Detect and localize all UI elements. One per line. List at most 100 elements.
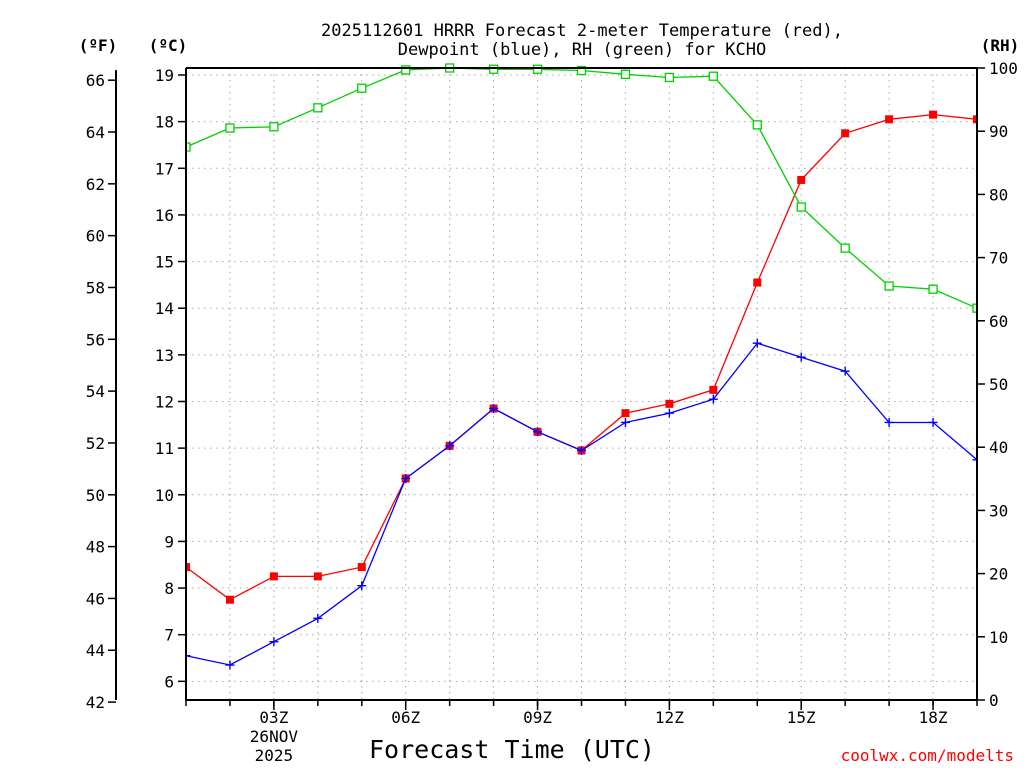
celsius-tick-label: 8 <box>164 579 174 598</box>
temperature-point <box>225 595 234 604</box>
fahrenheit-tick-label: 54 <box>86 382 105 401</box>
rh-point <box>928 284 938 294</box>
celsius-tick-label: 13 <box>155 346 174 365</box>
dewpoint-point <box>269 637 279 647</box>
rh-point <box>532 64 543 74</box>
temperature-point <box>929 110 938 119</box>
celsius-tick-label: 15 <box>155 253 174 272</box>
temperature-point <box>841 129 850 138</box>
x-tick-label: 03Z <box>259 708 288 727</box>
temperature-point <box>185 563 190 572</box>
dewpoint-point <box>796 352 806 362</box>
rh-tick-label: 10 <box>989 628 1008 647</box>
x-tick-label: 09Z <box>523 708 552 727</box>
dewpoint-point <box>489 403 499 413</box>
celsius-tick-label: 14 <box>155 299 174 318</box>
axes: 6 7 8 9 10 11 12 13 14 15 16 17 18 19 42 44 46 48 50 52 54 56… <box>86 59 1018 765</box>
fahrenheit-tick-label: 60 <box>86 227 105 246</box>
rh-point <box>884 281 894 291</box>
dewpoint-point <box>313 613 323 623</box>
fahrenheit-tick-label: 48 <box>86 538 105 557</box>
x-tick-label: 15Z <box>787 708 816 727</box>
rh-point <box>664 72 675 83</box>
rh-tick-label: 0 <box>989 691 999 710</box>
dewpoint-point <box>664 408 674 418</box>
fahrenheit-unit-label: (ºF) <box>79 36 118 55</box>
rh-point <box>620 69 631 79</box>
celsius-tick-label: 10 <box>155 486 174 505</box>
x-tick-label: 06Z <box>391 708 420 727</box>
rh-tick-label: 40 <box>989 438 1008 457</box>
credit-text: coolwx.com/modelts <box>841 746 1014 765</box>
rh-point <box>269 122 279 132</box>
rh-tick-label: 70 <box>989 249 1008 268</box>
dewpoint-point <box>708 394 718 404</box>
celsius-tick-label: 17 <box>155 159 174 178</box>
x-tick-label: 12Z <box>655 708 684 727</box>
rh-point <box>488 64 499 74</box>
dewpoint-point <box>884 417 894 427</box>
fahrenheit-tick-label: 62 <box>86 175 105 194</box>
rh-tick-label: 60 <box>989 312 1008 331</box>
celsius-tick-label: 9 <box>164 532 174 551</box>
rh-point <box>576 65 587 76</box>
dewpoint-point <box>357 581 367 591</box>
rh-tick-label: 90 <box>989 122 1008 141</box>
rh-unit-label: (RH) <box>981 36 1020 55</box>
series-group <box>185 63 978 670</box>
date-label-line-1: 26NOV <box>250 727 299 746</box>
fahrenheit-tick-label: 50 <box>86 486 105 505</box>
celsius-tick-label: 11 <box>155 439 174 458</box>
rh-point <box>401 65 411 75</box>
dewpoint-point <box>225 660 235 670</box>
chart-title-line-2: Dewpoint (blue), RH (green) for KCHO <box>398 40 766 60</box>
celsius-tick-label: 6 <box>164 672 174 691</box>
celsius-tick-label: 18 <box>155 113 174 132</box>
dewpoint-point <box>577 445 586 455</box>
temperature-point <box>621 409 630 418</box>
celsius-tick-label: 7 <box>164 626 174 645</box>
rh-point <box>357 83 367 93</box>
date-label-line-2: 2025 <box>255 746 294 765</box>
rh-tick-label: 50 <box>989 375 1008 394</box>
celsius-tick-label: 12 <box>155 392 174 411</box>
dewpoint-point <box>620 417 630 427</box>
temperature-point <box>709 385 718 394</box>
chart-title-line-1: 2025112601 HRRR Forecast 2-meter Tempera… <box>321 21 843 41</box>
fahrenheit-tick-label: 66 <box>86 71 105 90</box>
fahrenheit-tick-label: 44 <box>86 641 105 660</box>
temperature-point <box>313 572 322 581</box>
rh-point <box>225 123 235 133</box>
rh-point <box>313 103 323 113</box>
fahrenheit-tick-label: 42 <box>86 693 105 712</box>
dewpoint-point <box>401 473 411 483</box>
dewpoint-point <box>752 338 762 348</box>
rh-tick-label: 20 <box>989 565 1008 584</box>
temperature-point <box>885 115 894 124</box>
rh-tick-label: 30 <box>989 501 1008 520</box>
dewpoint-point <box>533 427 543 437</box>
rh-point <box>752 120 762 130</box>
dewpoint-point <box>928 417 938 427</box>
x-axis-title: Forecast Time (UTC) <box>369 735 655 764</box>
dewpoint-point <box>445 441 455 451</box>
fahrenheit-tick-label: 52 <box>86 434 105 453</box>
temperature-point <box>797 175 806 184</box>
temperature-point <box>665 399 674 408</box>
rh-tick-label: 80 <box>989 185 1008 204</box>
celsius-tick-label: 19 <box>155 66 174 85</box>
celsius-tick-label: 16 <box>155 206 174 225</box>
dewpoint-point <box>840 366 850 376</box>
rh-point <box>796 202 806 212</box>
temperature-point <box>269 572 278 581</box>
fahrenheit-tick-label: 46 <box>86 589 105 608</box>
temperature-point <box>753 278 762 287</box>
rh-tick-label: 100 <box>989 59 1018 78</box>
rh-point <box>708 71 718 81</box>
dewpoint-line <box>185 342 978 666</box>
grid <box>185 68 978 700</box>
temperature-point <box>973 115 978 124</box>
celsius-unit-label: (ºC) <box>149 36 188 55</box>
fahrenheit-tick-label: 58 <box>86 278 105 297</box>
